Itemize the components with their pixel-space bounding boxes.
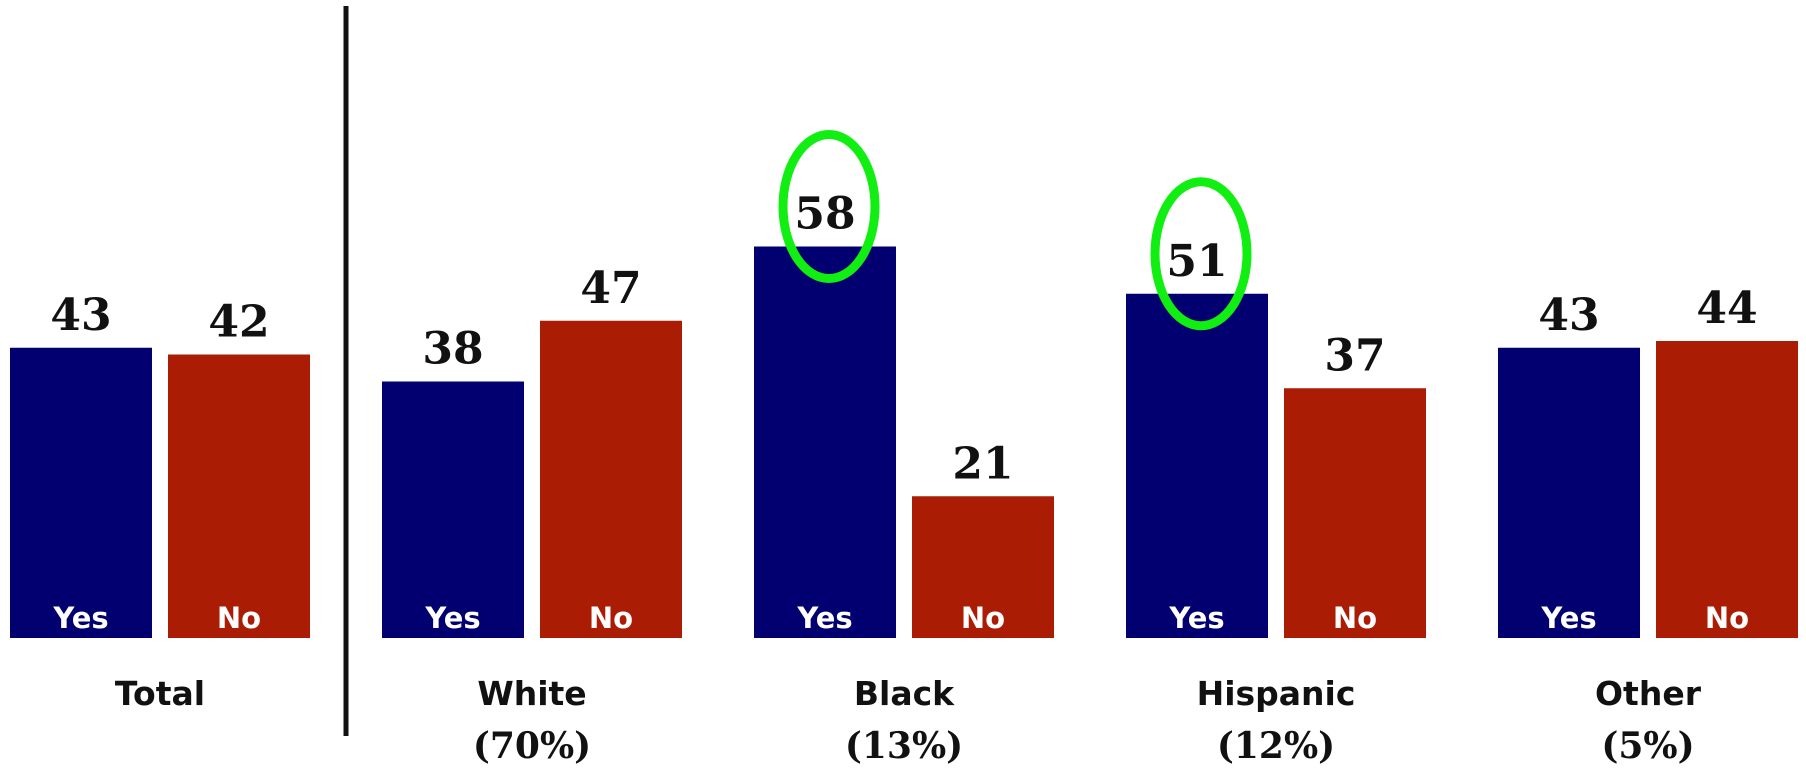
value-label-white-yes: 38: [422, 324, 483, 375]
value-label-other-no: 44: [1696, 283, 1757, 334]
bar-hispanic-yes: [1126, 293, 1268, 638]
bar-white-no: [540, 320, 682, 638]
bar-total-no: [168, 354, 310, 638]
category-label-total: Total: [115, 674, 205, 713]
bars-layer: [10, 246, 1798, 638]
category-label-white: White: [477, 674, 586, 713]
series-label-yes: Yes: [1540, 601, 1596, 635]
bar-black-yes: [754, 246, 896, 638]
category-share-other: (5%): [1601, 725, 1694, 767]
series-label-no: No: [1333, 601, 1377, 635]
series-label-yes: Yes: [52, 601, 108, 635]
value-labels-layer: 43 42 38 47 58 21 51 37 43 44: [50, 189, 1757, 490]
value-label-white-no: 47: [580, 263, 641, 314]
highlight-circle-hispanic: [1150, 177, 1252, 331]
bar-other-yes: [1498, 347, 1640, 638]
bar-hispanic-no: [1284, 388, 1426, 638]
category-share-white: (70%): [473, 725, 591, 767]
series-labels-layer: Yes No Yes No Yes No Yes No Yes No: [52, 601, 1749, 635]
category-share-black: (13%): [845, 725, 963, 767]
series-label-no: No: [1705, 601, 1749, 635]
category-label-other: Other: [1595, 674, 1702, 713]
value-label-other-yes: 43: [1538, 290, 1599, 341]
highlight-layer: [778, 130, 1252, 331]
value-label-hispanic-yes: 51: [1166, 236, 1227, 287]
value-label-total-no: 42: [208, 297, 269, 348]
series-label-yes: Yes: [424, 601, 480, 635]
value-label-black-no: 21: [952, 438, 1013, 489]
value-label-hispanic-no: 37: [1324, 330, 1385, 381]
bar-white-yes: [382, 381, 524, 638]
category-labels-layer: Total White (70%) Black (13%) Hispanic (12%) Ot…: [115, 674, 1702, 767]
category-label-hispanic: Hispanic: [1197, 674, 1356, 713]
value-label-total-yes: 43: [50, 290, 111, 341]
series-label-no: No: [217, 601, 261, 635]
bar-total-yes: [10, 347, 152, 638]
series-label-yes: Yes: [1168, 601, 1224, 635]
bar-other-no: [1656, 341, 1798, 638]
series-label-yes: Yes: [796, 601, 852, 635]
highlight-circle-black: [778, 130, 880, 283]
value-label-black-yes: 58: [794, 189, 855, 240]
category-share-hispanic: (12%): [1217, 725, 1335, 767]
category-label-black: Black: [854, 674, 955, 713]
series-label-no: No: [589, 601, 633, 635]
series-label-no: No: [961, 601, 1005, 635]
bar-black-no: [912, 496, 1054, 638]
